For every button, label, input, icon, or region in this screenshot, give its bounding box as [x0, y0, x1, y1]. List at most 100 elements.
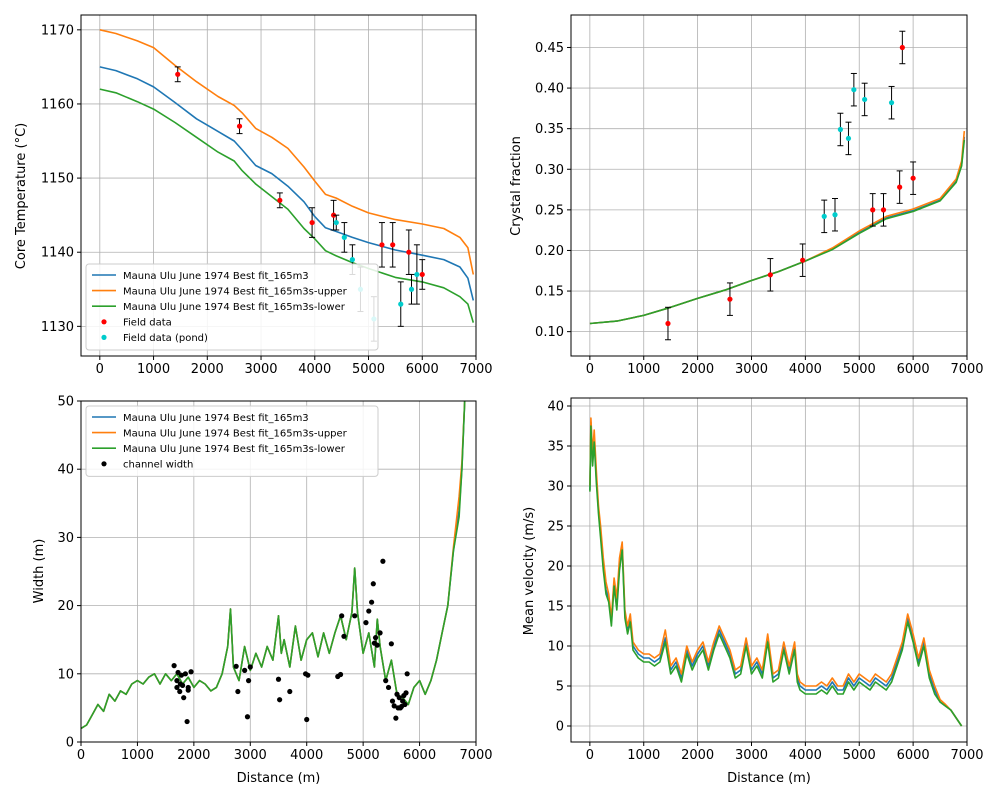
data-point — [185, 687, 191, 693]
y-tick-label: 0.15 — [535, 285, 564, 300]
data-point — [377, 630, 383, 636]
width-x-axis-label: Distance (m) — [237, 771, 321, 786]
data-point — [352, 613, 358, 619]
data-point — [174, 684, 180, 691]
x-tick-label: 1000 — [137, 362, 170, 377]
axes-frame — [570, 14, 968, 357]
data-point — [398, 301, 404, 307]
y-tick-label: 1150 — [41, 172, 74, 187]
data-point — [366, 608, 372, 614]
y-tick-label: 0.45 — [535, 41, 564, 56]
data-point — [341, 234, 347, 240]
data-point — [171, 663, 177, 669]
width-legend: Mauna Ulu June 1974 Best fit_165m3 Mauna … — [85, 405, 379, 477]
width-panel: Width (m) Distance (m) 0 1000 2000 3000 4000… — [32, 395, 493, 787]
data-point — [305, 672, 311, 678]
data-point — [388, 641, 394, 647]
data-point — [403, 690, 409, 696]
data-point — [389, 698, 396, 704]
x-tick-label: 3000 — [234, 748, 267, 763]
velocity-y-axis-label: Mean velocity (m/s) — [522, 507, 537, 635]
data-point — [419, 271, 425, 278]
x-tick-label: 1000 — [627, 748, 660, 763]
legend-entry-label: Mauna Ulu June 1974 Best fit_165m3s-uppe… — [123, 286, 348, 297]
y-tick-label: 0 — [556, 720, 564, 735]
data-point — [851, 87, 857, 93]
data-point — [899, 44, 905, 51]
velocity-panel: Mean velocity (m/s) Distance (m) 0 1000 20… — [522, 397, 984, 786]
crystal-y-axis-label: Crystal fraction — [509, 136, 524, 236]
x-tick-label: 3000 — [735, 748, 768, 763]
axes-frame — [80, 400, 477, 743]
data-point — [390, 242, 396, 248]
y-tick-label: 0.20 — [535, 244, 564, 259]
data-point — [404, 671, 410, 677]
y-tick-label: 0.25 — [535, 203, 564, 218]
series-line — [99, 88, 475, 323]
x-tick-label: 2000 — [681, 748, 714, 763]
data-point — [910, 175, 916, 181]
series-line — [99, 29, 475, 275]
legend-entry-label: Mauna Ulu June 1974 Best fit_165m3s-lowe… — [123, 444, 346, 455]
data-point — [242, 667, 248, 673]
y-tick-label: 1130 — [41, 320, 74, 335]
data-point — [247, 664, 253, 670]
data-point — [181, 695, 187, 701]
legend-entry-label: channel width — [123, 460, 193, 471]
y-tick-label: 20 — [547, 560, 564, 575]
data-point — [862, 96, 868, 103]
data-point — [880, 207, 887, 213]
data-point — [414, 271, 420, 278]
y-tick-label: 40 — [547, 400, 564, 415]
x-tick-label: 0 — [586, 748, 594, 763]
data-point — [178, 672, 185, 678]
data-point — [333, 219, 339, 226]
y-tick-label: 30 — [547, 480, 564, 495]
data-point — [235, 688, 241, 695]
data-point — [727, 296, 733, 302]
data-point — [383, 678, 389, 684]
y-tick-label: 15 — [547, 600, 564, 615]
data-point — [179, 682, 186, 688]
data-point — [372, 635, 379, 641]
legend-entry-label: Mauna Ulu June 1974 Best fit_165m3 — [123, 413, 309, 424]
y-tick-label: 10 — [547, 640, 564, 655]
x-tick-label: 2000 — [177, 748, 210, 763]
data-point — [236, 123, 243, 129]
data-point — [406, 249, 412, 255]
x-tick-label: 2000 — [191, 362, 224, 377]
y-tick-label: 10 — [57, 667, 74, 682]
data-point — [277, 697, 283, 703]
data-point — [277, 197, 283, 203]
data-point — [379, 242, 385, 248]
series-line — [589, 417, 963, 727]
data-point — [177, 688, 183, 695]
x-tick-label: 2000 — [681, 362, 714, 377]
y-tick-label: 1160 — [41, 97, 74, 112]
data-point — [370, 581, 376, 587]
crystal-fraction-panel: Crystal fraction 0 1000 2000 3000 4000 5000 60… — [509, 14, 984, 377]
y-tick-label: 0 — [66, 736, 74, 751]
x-tick-label: 7000 — [950, 748, 983, 763]
data-point — [184, 718, 190, 725]
data-point — [182, 671, 188, 677]
width-y-axis-label: Width (m) — [32, 539, 47, 604]
y-tick-label: 25 — [547, 520, 564, 535]
data-point — [244, 714, 251, 720]
data-point — [339, 613, 345, 619]
axes-frame — [570, 397, 968, 743]
data-point — [832, 212, 838, 218]
data-point — [845, 135, 852, 142]
x-tick-label: 6000 — [897, 748, 930, 763]
data-point — [800, 257, 806, 263]
data-point — [363, 620, 369, 626]
legend-entry-label: Field data (pond) — [123, 333, 208, 344]
x-tick-label: 7000 — [950, 362, 983, 377]
velocity-x-axis-label: Distance (m) — [727, 771, 811, 786]
data-point — [287, 688, 293, 695]
y-tick-label: 50 — [57, 395, 74, 410]
x-tick-label: 6000 — [897, 362, 930, 377]
legend-point-swatch — [101, 461, 107, 467]
legend-entry-label: Mauna Ulu June 1974 Best fit_165m3 — [123, 271, 309, 282]
